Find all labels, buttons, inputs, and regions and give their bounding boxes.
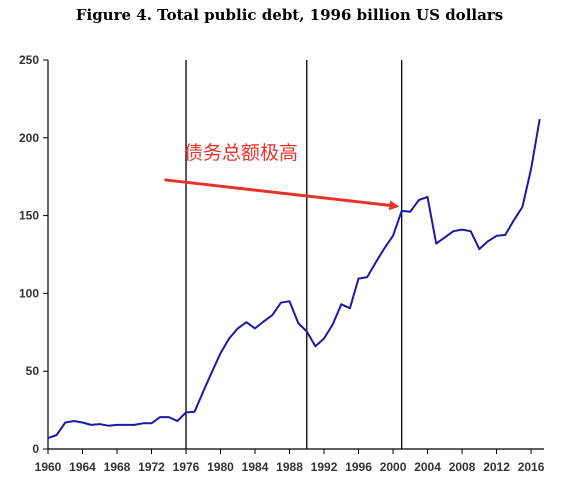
y-tick-label: 50 <box>26 364 40 378</box>
y-tick-label: 150 <box>19 209 39 223</box>
y-tick-label: 250 <box>19 53 39 67</box>
x-tick-label: 2012 <box>483 460 510 474</box>
x-tick-label: 1984 <box>242 460 269 474</box>
annotation-label: 债务总额极高 <box>184 142 298 164</box>
x-tick-label: 1992 <box>311 460 338 474</box>
y-tick-label: 0 <box>32 442 39 456</box>
x-tick-label: 1996 <box>345 460 372 474</box>
x-tick-label: 1976 <box>173 460 200 474</box>
x-tick-label: 1980 <box>207 460 234 474</box>
x-tick-label: 1964 <box>69 460 96 474</box>
annotation-arrow <box>164 178 400 211</box>
x-tick-label: 2000 <box>380 460 407 474</box>
y-tick-label: 100 <box>19 286 39 300</box>
x-tick-label: 1960 <box>35 460 62 474</box>
y-tick-label: 200 <box>19 131 39 145</box>
x-tick-label: 2008 <box>449 460 476 474</box>
x-tick-label: 2004 <box>414 460 441 474</box>
debt-series-line <box>47 118 541 440</box>
x-tick-label: 1972 <box>138 460 165 474</box>
chart-title: Figure 4. Total public debt, 1996 billio… <box>75 6 504 24</box>
x-tick-label: 1968 <box>104 460 131 474</box>
x-tick-label: 2016 <box>518 460 545 474</box>
x-tick-label: 1988 <box>276 460 303 474</box>
